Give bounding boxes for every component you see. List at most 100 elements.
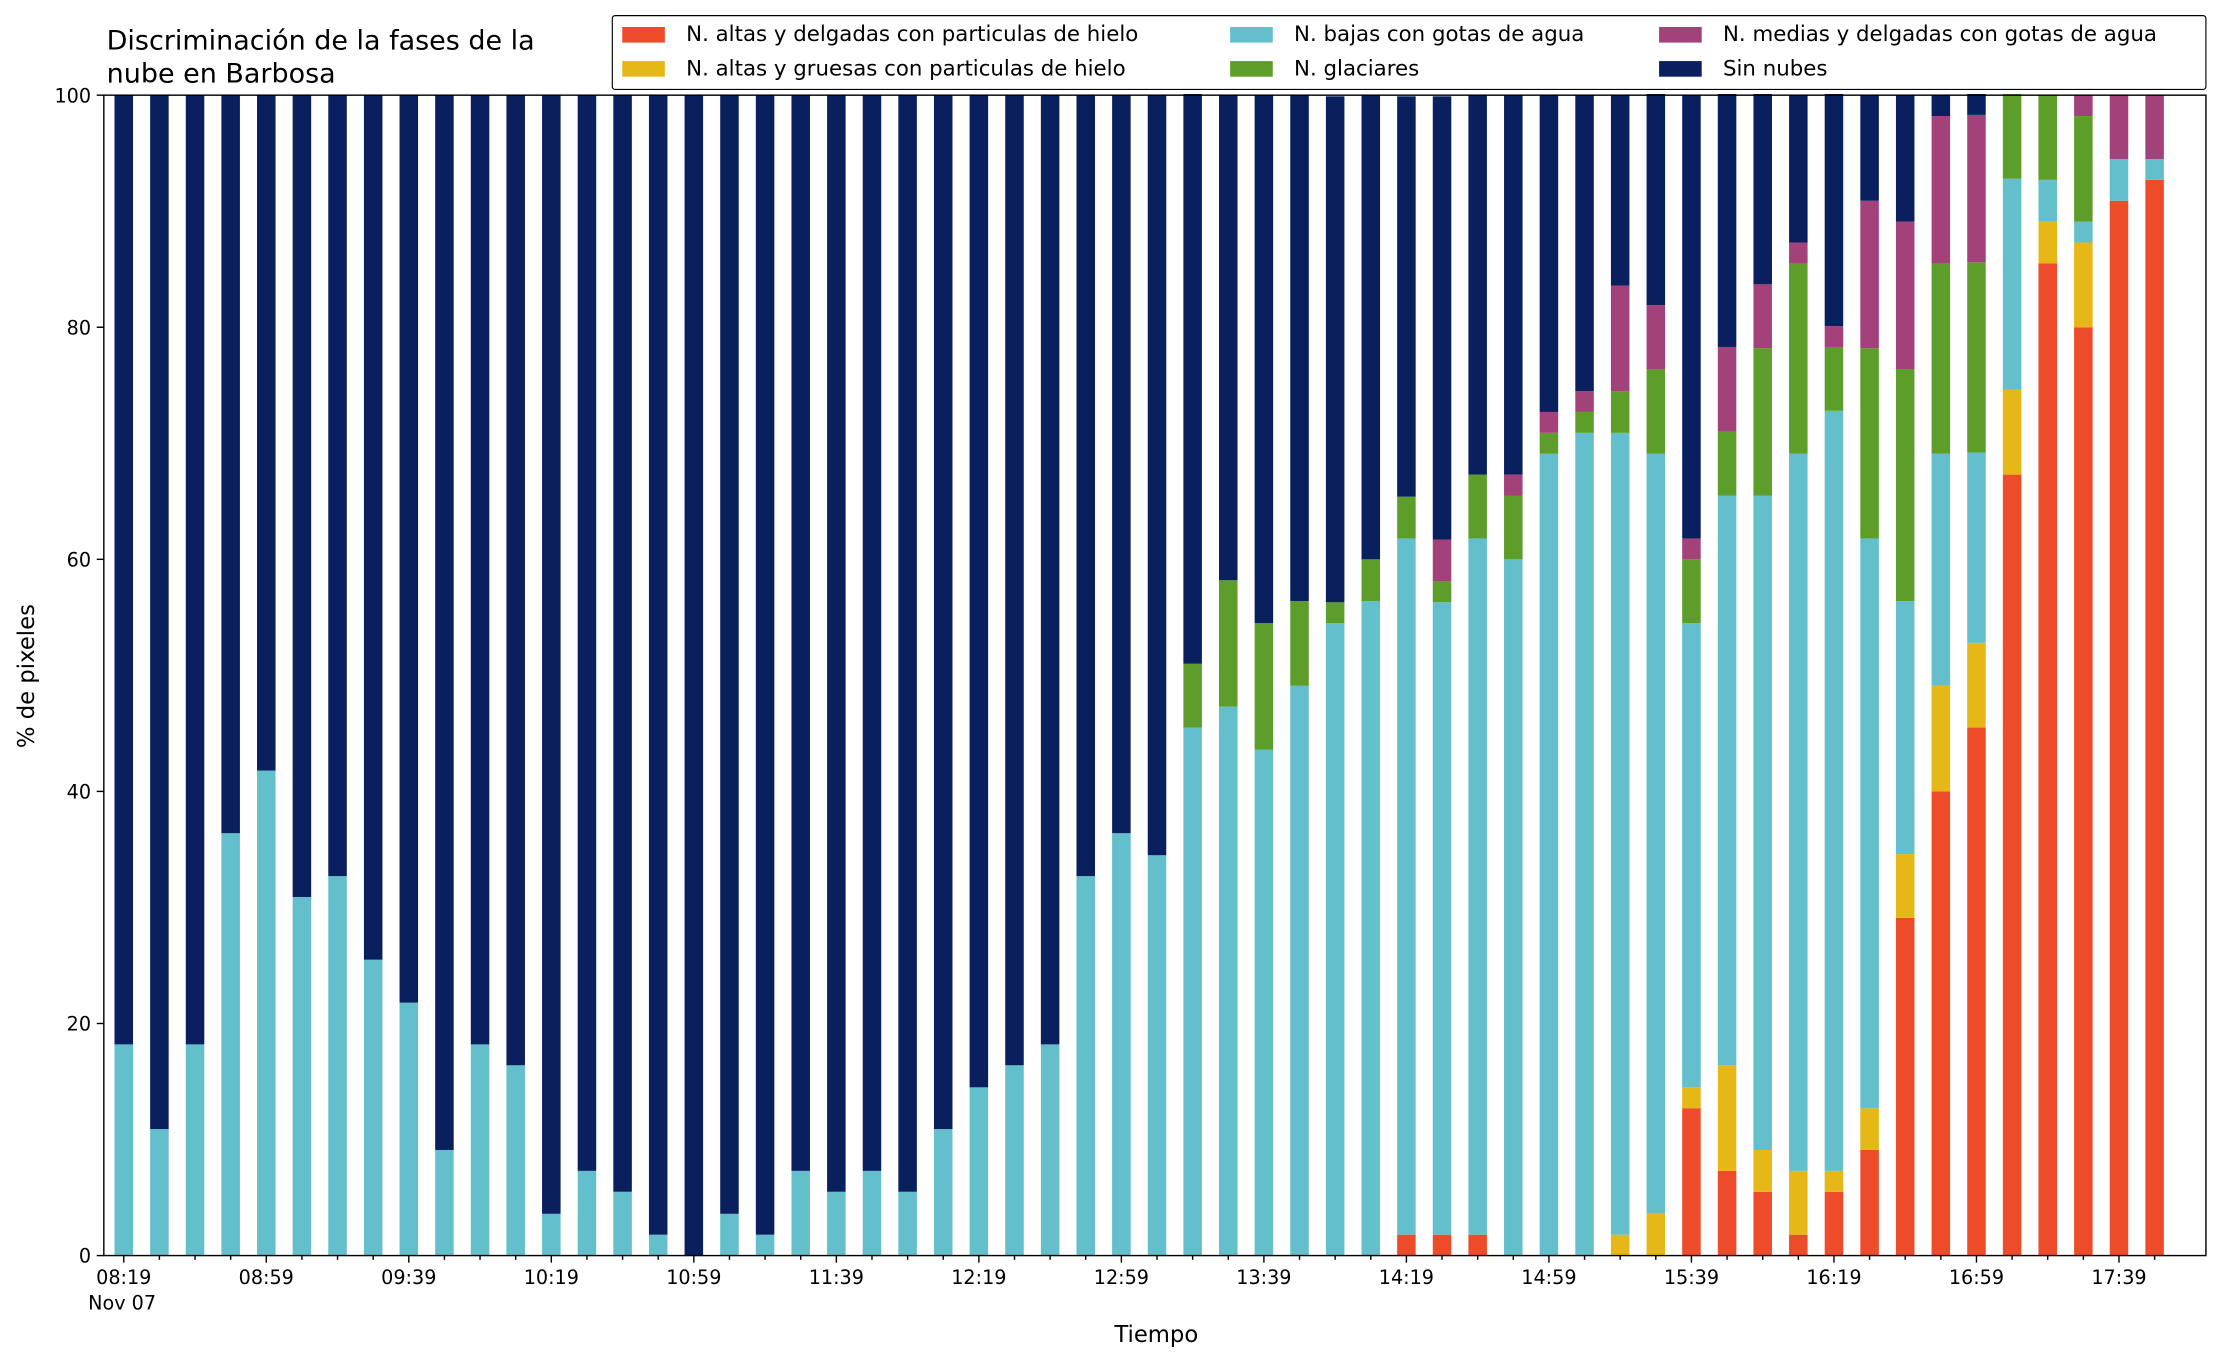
x-tick-label: 14:19 [1379, 1266, 1434, 1289]
bar-segment [1824, 1170, 1844, 1192]
bar-segment [221, 95, 240, 834]
bar-segment [1824, 326, 1844, 347]
legend-swatch [1659, 61, 1702, 77]
bar-segment [2074, 327, 2093, 1256]
x-tick-label: 10:59 [666, 1266, 721, 1289]
bar-segment [898, 1191, 917, 1256]
bar-segment [114, 95, 134, 1045]
bar-segment [1397, 496, 1416, 539]
bar-segment [1504, 559, 1523, 1256]
bar-segment [1290, 685, 1309, 1256]
bar-segment [257, 95, 276, 771]
bar-segment [1432, 581, 1452, 603]
bar-segment [1895, 221, 1915, 370]
bar-segment [1860, 200, 1879, 349]
bar-segment [1290, 601, 1309, 686]
bar-segment [1682, 95, 1701, 539]
bar-segment [1753, 495, 1772, 1150]
legend-label: Sin nubes [1723, 56, 1827, 81]
bar-segment [1753, 284, 1772, 349]
bar-segment [150, 1129, 169, 1256]
bar-segment [1254, 749, 1274, 1256]
bar-segment [2002, 94, 2022, 179]
bar-segment [1610, 285, 1630, 392]
x-date-label: Nov 07 [88, 1292, 156, 1315]
bar-segment [1183, 663, 1202, 728]
bar-segment [648, 1234, 668, 1256]
x-tick-label: 12:59 [1094, 1266, 1149, 1289]
bar-segment [1646, 369, 1666, 454]
x-tick-label: 17:39 [2091, 1266, 2146, 1289]
chart-title-line: nube en Barbosa [107, 58, 336, 89]
bar-segment [1432, 539, 1452, 582]
y-tick-label: 60 [67, 548, 91, 571]
bar-segment [1682, 559, 1701, 624]
bar-segment [1112, 95, 1131, 834]
bar-segment [1967, 452, 1986, 643]
bar-segment [969, 1087, 989, 1256]
bar-segment [1575, 432, 1594, 1256]
bar-segment [1824, 94, 1844, 327]
bar-segment [1682, 623, 1701, 1088]
bar-segment [1895, 369, 1915, 602]
x-tick-label: 16:19 [1806, 1266, 1861, 1289]
bar-segment [1789, 242, 1808, 264]
bar-segment [470, 1044, 490, 1256]
bar-segment [1468, 1234, 1487, 1256]
y-tick-label: 40 [67, 781, 91, 804]
bar-segment [1575, 95, 1594, 392]
bar-segment [1646, 94, 1666, 306]
bar-segment [1219, 706, 1238, 1256]
bar-segment [1717, 431, 1737, 496]
bar-segment [506, 1065, 525, 1256]
bar-segment [1325, 96, 1345, 603]
bar-segment [1717, 1065, 1737, 1171]
bar-segment [1504, 495, 1523, 560]
bar-segment [755, 1234, 775, 1256]
bar-segment [933, 95, 953, 1130]
bar-segment [292, 95, 312, 898]
bar-segment [1682, 538, 1701, 560]
bar-segment [1931, 95, 1951, 117]
bar-segment [1895, 601, 1915, 855]
bar-segment [2109, 200, 2129, 1256]
bar-segment [2074, 116, 2093, 222]
bar-segment [1432, 96, 1452, 540]
bar-segment [1824, 410, 1844, 1171]
bar-segment [1860, 348, 1879, 539]
bar-segment [1789, 263, 1808, 454]
bar-segment [827, 1191, 846, 1256]
bar-segment [720, 1213, 739, 1256]
bar-segment [2145, 158, 2164, 180]
bar-segment [1504, 474, 1523, 496]
bar-segment [1325, 623, 1345, 1256]
bar-segment [1789, 1170, 1808, 1235]
bar-segment [1183, 727, 1202, 1256]
bar-segment [150, 95, 169, 1130]
bar-segment [1753, 94, 1772, 285]
legend-swatch [1230, 61, 1273, 77]
bar-segment [862, 1170, 882, 1256]
bar-segment [1646, 305, 1666, 370]
bar-segment [1895, 854, 1915, 918]
y-tick-label: 20 [67, 1013, 91, 1036]
bar-segment [185, 95, 205, 1045]
bar-segment [328, 876, 347, 1256]
bar-segment [2038, 179, 2057, 222]
bar-segment [577, 1170, 597, 1256]
bar-segment [1753, 1191, 1772, 1256]
bar-segment [1468, 538, 1487, 1235]
bar-segment [1361, 601, 1381, 1256]
bar-segment [1931, 453, 1951, 686]
bar-segment [1219, 95, 1238, 581]
bar-segment [2038, 95, 2057, 180]
bar-segment [1575, 391, 1594, 412]
bar-segment [542, 95, 561, 1214]
bar-segment [1895, 95, 1915, 222]
bar-segment [1967, 114, 1986, 263]
bar-segment [791, 1170, 810, 1256]
x-tick-label: 09:39 [381, 1266, 436, 1289]
y-axis-label: % de pixeles [14, 604, 40, 748]
bar-segment [1824, 346, 1844, 411]
